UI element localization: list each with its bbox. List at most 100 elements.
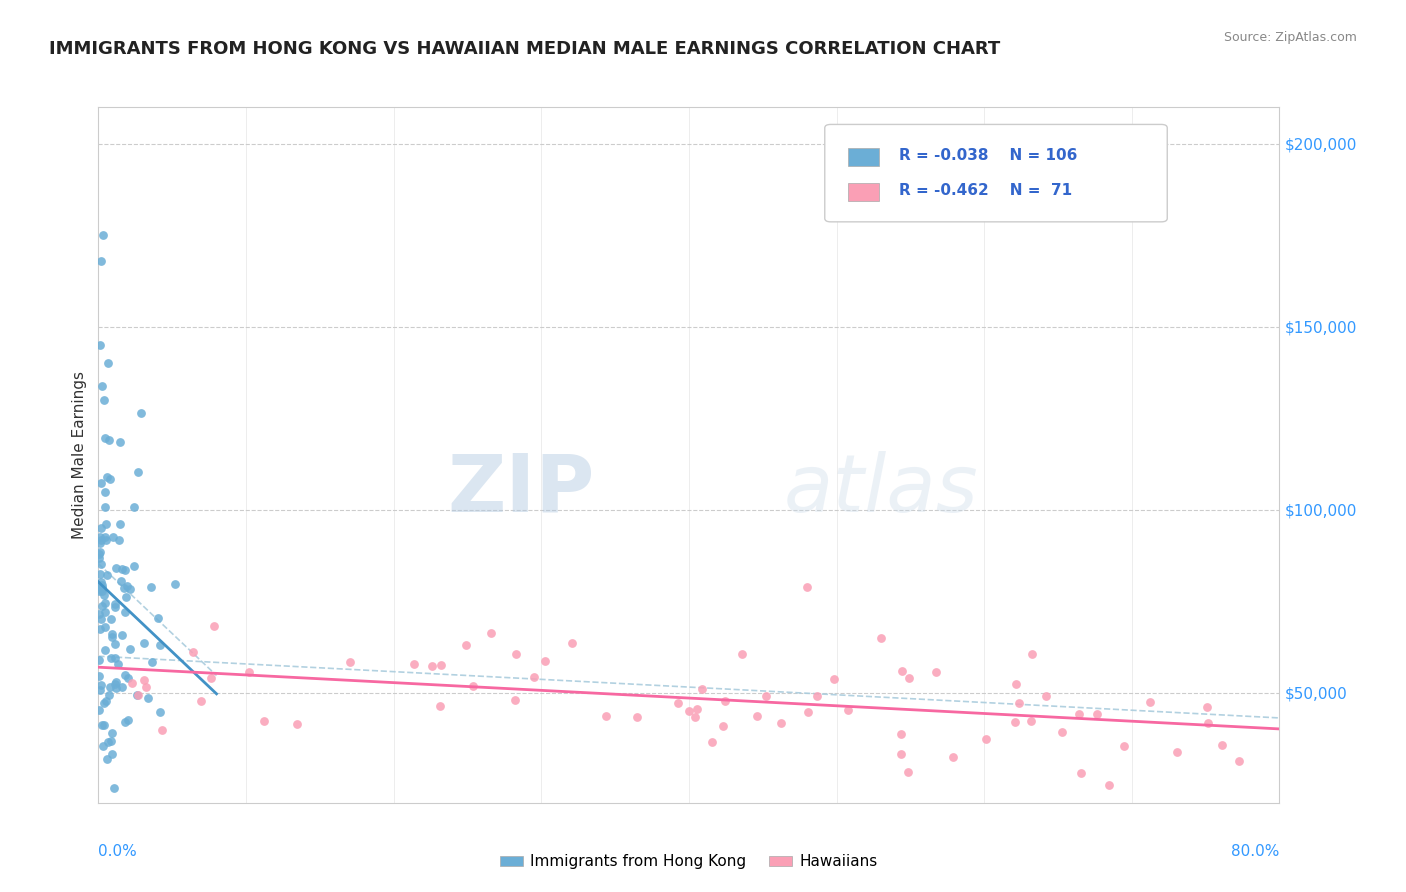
Point [89,683,111,698]
Point [90,521,112,535]
Point [114,714,136,729]
Point [202,619,225,633]
Point [91,717,114,731]
Point [891,664,914,678]
Point [127,465,149,479]
Point [132,636,155,650]
Point [97,689,120,703]
Point [107,657,129,672]
Point [136,691,159,706]
Point [93,620,115,634]
Point [100,651,122,665]
Point [769,716,792,731]
Point [115,579,138,593]
Point [96,568,118,582]
Point [89,583,111,598]
Point [93,392,115,407]
Point [796,580,818,594]
Point [890,727,912,741]
Point [714,694,737,708]
Point [690,681,713,696]
Point [869,631,891,645]
Point [110,516,132,531]
Point [91,228,114,243]
Point [1004,677,1026,691]
Point [90,379,112,393]
Point [91,578,114,592]
Point [1070,765,1092,780]
Point [797,705,820,719]
Point [91,581,114,595]
Point [91,583,114,598]
Point [90,612,112,626]
Point [1227,754,1250,768]
Point [110,562,132,576]
Point [114,668,136,682]
Point [91,599,114,613]
Point [96,470,118,484]
Point [91,739,114,753]
Point [120,642,142,657]
Point [96,533,118,548]
Point [626,709,648,723]
Point [730,647,752,661]
Point [103,677,125,691]
Point [1197,699,1219,714]
Point [89,544,111,558]
Point [96,694,118,708]
Point [121,676,143,690]
Point [897,764,920,779]
Point [100,630,122,644]
Point [103,781,125,796]
Point [94,431,117,445]
Point [94,485,117,500]
Point [146,610,169,624]
Point [1007,696,1029,710]
Point [420,659,443,673]
Text: ZIP: ZIP [447,450,595,529]
Point [897,671,920,685]
Point [149,638,172,652]
Point [238,665,260,679]
Point [711,719,734,733]
Point [98,433,121,447]
Point [139,580,162,594]
Point [90,533,112,547]
Point [89,653,111,667]
Point [149,705,172,719]
Point [285,716,308,731]
Point [114,605,136,619]
Point [96,752,118,766]
Point [135,681,157,695]
Point [150,723,173,738]
Point [90,253,112,268]
Point [1035,689,1057,703]
Point [90,574,112,589]
Point [1139,695,1161,709]
Point [90,476,112,491]
Point [100,627,122,641]
Text: atlas: atlas [783,450,979,529]
Point [122,500,145,515]
Point [132,673,155,688]
Point [505,647,527,661]
Point [823,672,845,686]
Point [200,671,222,685]
Point [93,696,115,710]
Point [89,566,111,581]
Point [463,679,485,693]
Point [974,731,997,746]
Point [100,472,122,486]
Point [503,693,526,707]
Point [98,680,121,694]
Point [127,688,149,702]
Point [104,597,127,611]
Point [100,733,122,747]
Point [89,338,111,352]
Text: 80.0%: 80.0% [1232,845,1279,859]
Point [101,530,124,544]
Point [252,714,274,728]
Point [94,516,117,531]
Point [89,623,111,637]
Point [104,599,127,614]
